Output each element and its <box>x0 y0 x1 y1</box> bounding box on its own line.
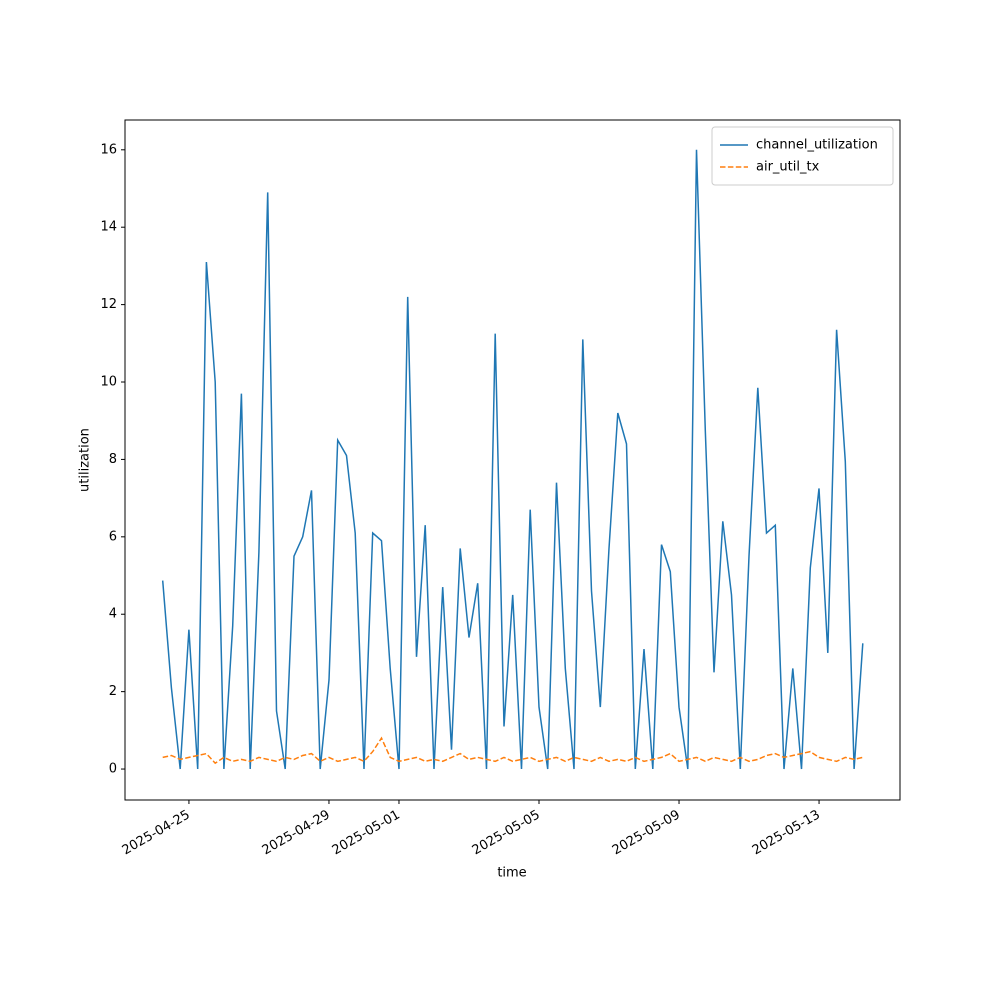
y-tick-label: 4 <box>109 607 117 622</box>
x-axis-label: time <box>497 866 526 881</box>
y-axis-label: utilization <box>78 428 93 492</box>
y-tick-label: 12 <box>100 297 117 312</box>
series-line <box>161 149 864 770</box>
y-tick-label: 10 <box>100 375 117 390</box>
series-line <box>162 736 863 765</box>
legend-box <box>711 126 894 186</box>
legend-label: air_util_tx <box>756 160 820 175</box>
y-tick-label: 16 <box>100 142 117 157</box>
plot-frame <box>124 119 901 801</box>
legend-label: channel_utilization <box>756 138 878 153</box>
y-tick-label: 8 <box>109 452 117 467</box>
y-tick-label: 2 <box>109 684 117 699</box>
y-tick-label: 0 <box>109 762 117 777</box>
y-tick-label: 14 <box>100 220 117 235</box>
y-tick-label: 6 <box>109 529 117 544</box>
